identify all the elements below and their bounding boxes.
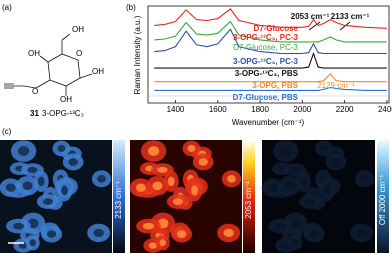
- nucleus: [323, 185, 331, 196]
- series-label: D7-Glucose, PBS: [233, 93, 299, 102]
- colorbar-label: 2053 cm⁻¹: [244, 181, 253, 219]
- microscopy-panel: 2133 cm⁻¹ 2053 cm⁻¹ Off 2000 cm⁻¹: [0, 140, 389, 253]
- alkyne: [4, 83, 37, 89]
- nucleus: [305, 198, 316, 205]
- nucleus: [280, 242, 290, 249]
- nucleus: [37, 176, 45, 187]
- series-label: 3-OPG, PBS: [252, 81, 298, 90]
- nucleus: [142, 222, 155, 230]
- nucleus: [27, 166, 38, 173]
- colorbar: [113, 140, 125, 253]
- x-tick-label: 1800: [251, 105, 269, 114]
- nucleus: [167, 176, 175, 187]
- nucleus: [284, 181, 295, 191]
- annotation: 2129 cm⁻¹: [317, 81, 355, 90]
- nucleus: [360, 175, 369, 183]
- colorbar-label: Off 2000 cm⁻¹: [378, 175, 387, 226]
- panel-label: (a): [2, 3, 12, 12]
- spectrum: [154, 73, 387, 83]
- x-tick-label: 2400: [378, 105, 392, 114]
- nucleus: [157, 166, 168, 173]
- nucleus: [289, 166, 300, 173]
- atom-label: OH: [28, 49, 40, 58]
- nucleus: [147, 146, 160, 156]
- nucleus: [68, 158, 78, 166]
- nucleus: [267, 183, 278, 192]
- colorbar-label: 2133 cm⁻¹: [114, 181, 123, 219]
- nucleus: [42, 198, 53, 205]
- nucleus: [57, 144, 66, 152]
- nucleus: [135, 183, 146, 192]
- nucleus: [280, 146, 292, 156]
- spectrum: [154, 28, 387, 55]
- nucleus: [319, 144, 329, 152]
- nucleus: [22, 181, 33, 191]
- nucleus: [29, 239, 36, 247]
- atom-label: O: [32, 87, 38, 96]
- structure: [4, 33, 93, 96]
- nucleus: [148, 242, 158, 249]
- nucleus: [331, 158, 341, 166]
- series-label: 3-OPG-¹³C₃, PC-3: [233, 57, 299, 66]
- nucleus: [275, 222, 287, 230]
- x-tick-label: 1600: [209, 105, 227, 114]
- panel-label: (c): [2, 127, 12, 136]
- nucleus: [17, 146, 30, 156]
- nucleus: [227, 175, 236, 183]
- series-label: 3-OPG-¹³C₃, PBS: [235, 69, 299, 78]
- spectrum: [154, 51, 387, 69]
- nucleus: [46, 230, 57, 238]
- nucleus: [223, 228, 234, 238]
- x-tick-label: 1400: [167, 105, 185, 114]
- nucleus: [5, 183, 16, 192]
- annotation: 3-OPG-¹³C₃, PC-3: [233, 33, 299, 42]
- nucleus: [93, 228, 104, 238]
- nucleus: [198, 158, 208, 166]
- compound-number: 31: [30, 109, 39, 118]
- nucleus: [18, 242, 28, 249]
- annotation: 2133 cm⁻¹: [331, 12, 370, 21]
- nucleus: [356, 228, 367, 238]
- plot-frame: [147, 5, 390, 104]
- colorbar: [377, 140, 389, 253]
- nucleus: [12, 222, 25, 230]
- annotation: 2053 cm⁻¹: [291, 12, 330, 21]
- x-tick-label: 2000: [293, 105, 311, 114]
- atom-label: OH: [60, 95, 72, 104]
- nucleus: [61, 185, 68, 196]
- panel-label: (b): [126, 3, 136, 12]
- nucleus: [187, 144, 196, 152]
- spectrum: [154, 20, 387, 43]
- spectrum: [154, 8, 387, 29]
- atom-label: O: [76, 49, 82, 58]
- bonds: [35, 33, 93, 96]
- nucleus: [191, 185, 198, 196]
- ring: [47, 53, 81, 87]
- x-axis-label: Wavenumber (cm⁻¹): [232, 118, 305, 127]
- nucleus: [152, 181, 163, 191]
- nucleus: [97, 175, 106, 183]
- x-tick-label: 2200: [336, 105, 354, 114]
- colorbar: [243, 140, 255, 253]
- y-axis-label: Raman Intensity (a.u.): [133, 15, 142, 94]
- series-label: D7-Glucose: [254, 24, 299, 33]
- nucleus: [291, 239, 299, 247]
- compound-name: 3-OPG-¹³C₃: [42, 109, 84, 118]
- atom-label: OH: [72, 25, 84, 34]
- arrow: [308, 21, 351, 31]
- nucleus: [176, 230, 187, 238]
- nucleus: [159, 239, 166, 247]
- nucleus: [172, 198, 183, 205]
- nucleus: [300, 176, 307, 187]
- series-label: D7-Glucose, PC-3: [233, 43, 298, 52]
- nucleus: [309, 230, 319, 238]
- atom-label: OH: [92, 67, 104, 76]
- spectrum: [154, 86, 387, 91]
